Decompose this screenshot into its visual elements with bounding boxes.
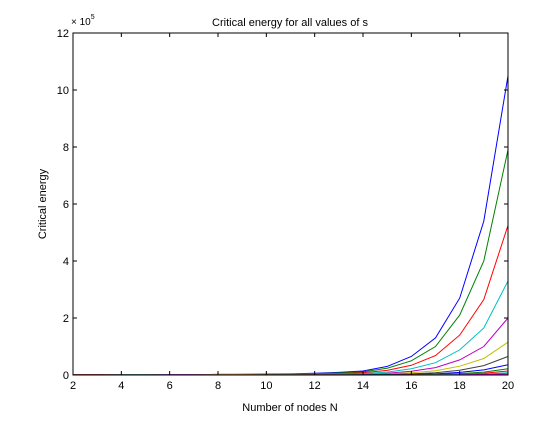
x-tick-label: 8 bbox=[215, 380, 221, 392]
y-axis-exponent-base: × 10 bbox=[71, 17, 91, 28]
y-tick-label: 10 bbox=[57, 85, 69, 97]
x-tick-label: 18 bbox=[454, 380, 466, 392]
y-tick-label: 2 bbox=[63, 313, 69, 325]
y-tick-label: 6 bbox=[63, 199, 69, 211]
x-tick-label: 14 bbox=[357, 380, 369, 392]
chart-title: Critical energy for all values of s bbox=[212, 17, 368, 29]
y-axis-label: Critical energy bbox=[37, 168, 49, 239]
x-tick-label: 2 bbox=[70, 380, 76, 392]
x-tick-label: 4 bbox=[118, 380, 124, 392]
y-axis-exponent: × 105 bbox=[71, 14, 95, 28]
y-tick-label: 8 bbox=[63, 142, 69, 154]
y-tick-label: 12 bbox=[57, 28, 69, 40]
y-axis-exponent-power: 5 bbox=[91, 14, 95, 21]
x-tick-label: 10 bbox=[260, 380, 272, 392]
x-tick-label: 6 bbox=[167, 380, 173, 392]
x-tick-label: 16 bbox=[405, 380, 417, 392]
y-tick-label: 0 bbox=[63, 370, 69, 382]
x-tick-label: 20 bbox=[502, 380, 514, 392]
x-tick-label: 12 bbox=[309, 380, 321, 392]
x-axis-label: Number of nodes N bbox=[242, 402, 337, 414]
y-tick-label: 4 bbox=[63, 256, 69, 268]
